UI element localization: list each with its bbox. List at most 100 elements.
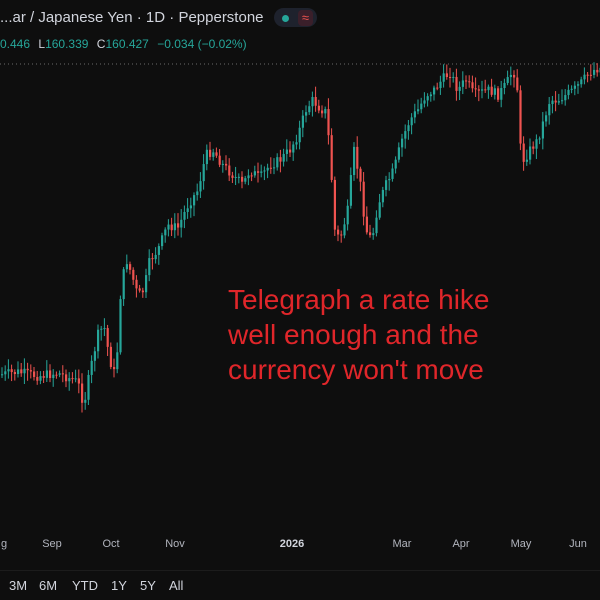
candle-body (202, 164, 205, 182)
candle-body (583, 74, 586, 80)
candle-body (65, 374, 68, 382)
candle-body (103, 328, 106, 330)
candle-body (372, 233, 375, 236)
candle-body (487, 86, 490, 91)
candle-body (58, 373, 61, 375)
candle-body (458, 86, 461, 91)
candle-body (186, 208, 189, 212)
candle-body (381, 189, 384, 203)
candle-body (509, 74, 512, 78)
symbol-title[interactable]: ...ar / Japanese Yen · 1D · Pepperstone (0, 9, 264, 27)
caption-line-3: currency won't move (228, 354, 484, 385)
candle-body (292, 144, 295, 153)
candle-body (196, 191, 199, 196)
candle-body (132, 269, 135, 280)
candle-body (237, 176, 240, 178)
candle-body (180, 219, 183, 228)
candle-body (209, 149, 212, 157)
candle-body (45, 370, 48, 378)
candle-body (52, 374, 55, 379)
candle-body (561, 100, 564, 102)
candle-body (36, 376, 39, 381)
candle-body (436, 87, 439, 89)
candle-body (93, 351, 96, 361)
candle-body (225, 163, 228, 166)
candle-body (161, 235, 164, 247)
candle-body (218, 155, 221, 165)
candle-body (39, 376, 42, 381)
candle-body (33, 371, 36, 377)
candle-body (468, 81, 471, 83)
candle-body (234, 176, 237, 178)
candle-body (90, 360, 93, 375)
ohlc-low-value: 160.339 (45, 37, 89, 51)
candle-body (183, 211, 186, 220)
candle-body (519, 90, 522, 144)
candle-body (49, 370, 52, 379)
candle-body (417, 109, 420, 112)
candle-body (397, 147, 400, 160)
candle-body (356, 146, 359, 169)
candle-body (113, 366, 116, 370)
candle-body (301, 115, 304, 128)
wave-icon[interactable]: ≈ (297, 10, 313, 27)
candle-body (429, 94, 432, 97)
candle-body (477, 89, 480, 91)
candle-body (145, 275, 148, 293)
range-ytd-button[interactable]: YTD (72, 578, 98, 593)
range-all-button[interactable]: All (169, 578, 184, 593)
range-5y-button[interactable]: 5Y (140, 578, 156, 593)
x-tick-2026: 2026 (279, 538, 305, 550)
range-selector: 3M 6M YTD 1Y 5Y All (0, 570, 600, 599)
candle-body (500, 88, 503, 100)
candle-body (109, 346, 112, 367)
candle-body (580, 79, 583, 85)
range-1y-button[interactable]: 1Y (111, 578, 127, 593)
candle-body (298, 127, 301, 143)
candle-body (522, 143, 525, 162)
candle-body (266, 167, 269, 171)
candle-body (481, 89, 484, 91)
candle-body (189, 205, 192, 209)
symbol-title-row[interactable]: ...ar / Japanese Yen · 1D · Pepperstone … (0, 8, 317, 28)
candle-body (532, 146, 535, 149)
candle-body (282, 153, 285, 162)
candle-body (362, 181, 365, 217)
candle-body (7, 369, 10, 372)
candle-body (269, 167, 272, 169)
candle-body (10, 369, 13, 373)
candle-body (97, 329, 100, 352)
candle-body (308, 106, 311, 113)
candle-body (279, 157, 282, 162)
candle-body (164, 229, 167, 236)
candle-body (100, 328, 103, 330)
candle-body (369, 232, 372, 236)
candle-body (343, 224, 346, 236)
ohlc-close-label: C (96, 37, 106, 51)
candle-body (327, 109, 330, 136)
candle-body (433, 87, 436, 95)
candle-body (349, 175, 352, 206)
range-3m-button[interactable]: 3M (9, 578, 28, 593)
x-tick-aug: g (0, 538, 8, 550)
candle-body (26, 368, 29, 371)
candle-body (426, 96, 429, 101)
candle-body (122, 269, 125, 300)
candle-body (257, 171, 260, 173)
range-6m-button[interactable]: 6M (39, 578, 58, 593)
candle-body (596, 69, 599, 73)
candle-body (589, 74, 592, 76)
candle-body (260, 171, 263, 173)
candle-body (154, 254, 157, 260)
candle-body (1, 374, 4, 376)
candle-body (353, 146, 356, 176)
candlestick-series (1, 62, 600, 413)
candle-body (250, 175, 253, 177)
candle-body (170, 224, 173, 231)
price-chart[interactable] (0, 0, 600, 535)
candle-body (129, 264, 132, 270)
status-group[interactable]: ≈ (273, 8, 317, 28)
time-axis[interactable]: g Sep Oct Nov 2026 Mar Apr May Jun (0, 538, 600, 558)
candle-body (413, 111, 416, 118)
candle-body (455, 76, 458, 91)
